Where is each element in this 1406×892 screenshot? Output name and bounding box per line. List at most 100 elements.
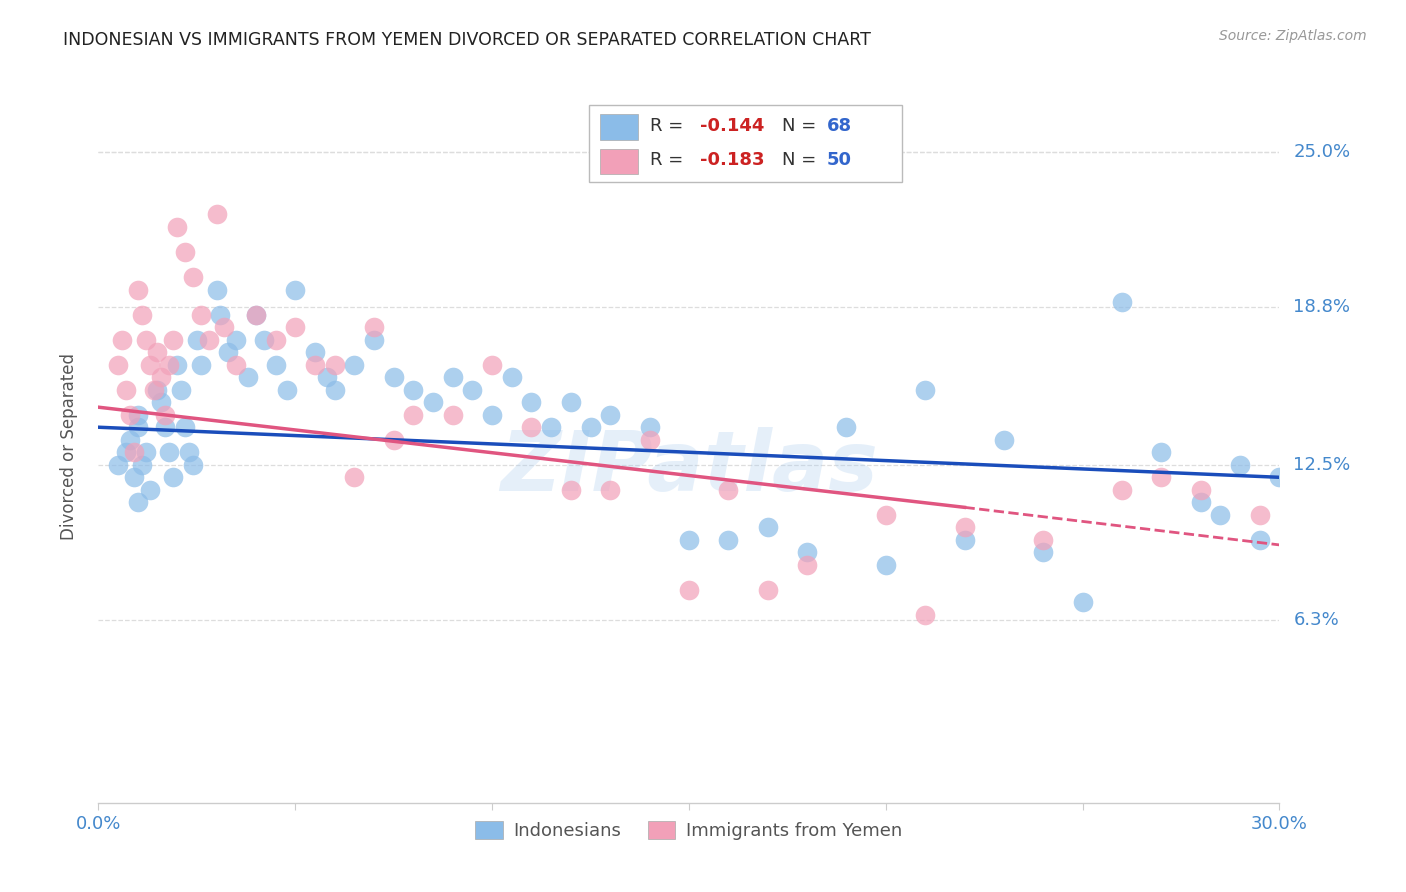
Text: R =: R = (650, 152, 689, 169)
Point (138, 483, 160, 497)
FancyBboxPatch shape (600, 114, 638, 139)
Point (993, 433, 1015, 447)
Point (560, 483, 582, 497)
Point (343, 358, 366, 372)
Point (315, 370, 337, 384)
Point (914, 607, 936, 622)
Point (599, 483, 621, 497)
Point (205, 283, 228, 297)
Point (245, 308, 267, 322)
Point (138, 358, 160, 372)
Point (1249, 533, 1271, 547)
Text: N =: N = (782, 118, 823, 136)
Point (402, 383, 425, 397)
Point (131, 308, 153, 322)
Point (146, 345, 169, 359)
Point (118, 433, 141, 447)
Point (190, 358, 212, 372)
FancyBboxPatch shape (589, 105, 901, 182)
Point (264, 333, 287, 347)
Point (181, 458, 204, 472)
Point (142, 383, 165, 397)
Point (174, 420, 197, 434)
Point (1229, 458, 1251, 472)
Point (953, 533, 976, 547)
Point (481, 408, 503, 422)
Point (118, 408, 141, 422)
Point (131, 458, 153, 472)
Point (382, 433, 405, 447)
Point (875, 558, 897, 572)
Legend: Indonesians, Immigrants from Yemen: Indonesians, Immigrants from Yemen (468, 814, 910, 847)
Point (382, 370, 405, 384)
Point (1032, 545, 1054, 559)
Point (1268, 470, 1291, 484)
Point (115, 445, 138, 459)
Point (953, 520, 976, 534)
Point (186, 333, 208, 347)
Point (253, 333, 276, 347)
Point (1189, 483, 1212, 497)
Point (245, 308, 267, 322)
Point (461, 383, 484, 397)
Text: 68: 68 (827, 118, 852, 136)
Point (284, 283, 307, 297)
Point (122, 470, 145, 484)
Point (107, 358, 129, 372)
Point (111, 333, 134, 347)
Point (540, 420, 562, 434)
Point (796, 545, 818, 559)
Point (579, 420, 602, 434)
Point (441, 370, 464, 384)
Point (560, 395, 582, 409)
Point (146, 383, 169, 397)
Point (150, 395, 173, 409)
Point (115, 383, 138, 397)
Point (135, 333, 157, 347)
Point (638, 420, 661, 434)
Text: INDONESIAN VS IMMIGRANTS FROM YEMEN DIVORCED OR SEPARATED CORRELATION CHART: INDONESIAN VS IMMIGRANTS FROM YEMEN DIVO… (63, 31, 872, 49)
Point (756, 582, 779, 597)
Point (1209, 508, 1232, 522)
Point (422, 395, 444, 409)
Point (875, 508, 897, 522)
Point (264, 358, 287, 372)
Point (214, 320, 236, 334)
Point (481, 358, 503, 372)
Point (796, 558, 818, 572)
Point (835, 420, 858, 434)
Point (166, 219, 188, 234)
Point (599, 408, 621, 422)
Point (717, 483, 740, 497)
Point (501, 370, 523, 384)
Point (520, 420, 543, 434)
Y-axis label: Divorced or Separated: Divorced or Separated (59, 352, 77, 540)
Point (157, 445, 180, 459)
Point (205, 207, 228, 221)
Point (197, 333, 219, 347)
Point (122, 445, 145, 459)
Point (177, 445, 200, 459)
Point (155, 408, 177, 422)
Point (157, 358, 180, 372)
Point (107, 458, 129, 472)
Text: 50: 50 (827, 152, 852, 169)
Point (236, 370, 259, 384)
Point (1111, 295, 1133, 310)
Point (135, 445, 157, 459)
Point (1150, 445, 1173, 459)
Point (127, 283, 149, 297)
Point (1249, 508, 1271, 522)
Point (162, 470, 184, 484)
FancyBboxPatch shape (600, 149, 638, 174)
Point (441, 408, 464, 422)
Point (520, 395, 543, 409)
Point (304, 358, 326, 372)
Point (1189, 495, 1212, 509)
Point (343, 470, 366, 484)
Point (127, 495, 149, 509)
Point (155, 420, 177, 434)
Point (678, 533, 700, 547)
Point (217, 345, 239, 359)
Text: ZIPatlas: ZIPatlas (501, 427, 877, 508)
